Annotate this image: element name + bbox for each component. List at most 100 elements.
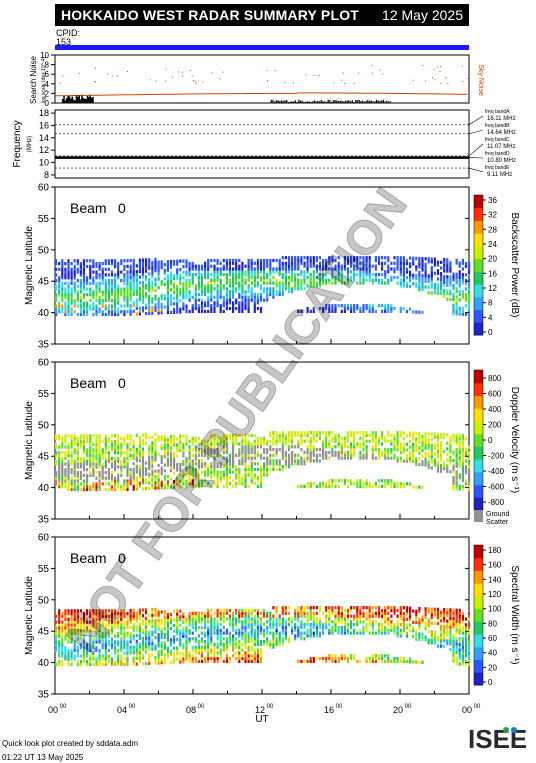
heatmap-cell (154, 607, 157, 611)
noise-point (305, 74, 307, 76)
heatmap-cell (222, 267, 225, 271)
heatmap-cell (381, 617, 384, 621)
heatmap-cell (126, 434, 129, 438)
heatmap-cell (179, 279, 182, 283)
heatmap-cell (210, 620, 213, 624)
heatmap-cell (272, 623, 275, 627)
heatmap-cell (151, 610, 154, 614)
heatmap-cell (259, 453, 263, 457)
heatmap-cell (278, 439, 281, 443)
heatmap-cell (185, 273, 188, 277)
heatmap-cell (455, 436, 458, 440)
heatmap-cell (266, 442, 269, 446)
heatmap-cell (197, 625, 200, 630)
heatmap-cell (61, 631, 64, 635)
heatmap-cell (244, 453, 247, 457)
heatmap-cell (73, 284, 76, 288)
heatmap-cell (135, 467, 138, 471)
heatmap-cell (89, 473, 92, 477)
heatmap-cell (132, 651, 135, 655)
heatmap-cell (89, 437, 92, 441)
heatmap-cell (154, 269, 157, 273)
heatmap-cell (377, 453, 381, 457)
heatmap-cell (424, 262, 427, 266)
heatmap-cell (455, 312, 458, 316)
heatmap-cell (129, 448, 132, 452)
heatmap-cell (350, 606, 353, 610)
heatmap-cell (225, 450, 228, 455)
heatmap-cell (173, 623, 176, 628)
heatmap-cell (446, 292, 449, 296)
heatmap-cell (464, 292, 468, 297)
noise-point (95, 81, 97, 83)
heatmap-cell (346, 614, 350, 618)
heatmap-cell (278, 642, 281, 646)
lat-tick-label: 35 (38, 515, 50, 526)
heatmap-cell (362, 256, 365, 260)
heatmap-cell (64, 445, 67, 449)
heatmap-cell (104, 437, 107, 441)
heatmap-cell (179, 637, 182, 641)
heatmap-cell (154, 288, 157, 293)
heatmap-cell (374, 614, 377, 618)
heatmap-cell (340, 453, 343, 457)
heatmap-cell (132, 645, 135, 649)
heatmap-cell (210, 651, 213, 655)
heatmap-cell (70, 456, 73, 460)
heatmap-cell (238, 611, 241, 615)
heatmap-cell (194, 290, 197, 294)
heatmap-cell (89, 487, 92, 492)
noise-point (219, 78, 221, 80)
heatmap-cell (222, 465, 225, 469)
heatmap-cell (188, 284, 191, 288)
heatmap-cell (98, 267, 101, 271)
heatmap-cell (188, 614, 191, 618)
heatmap-cell (343, 608, 346, 613)
heatmap-cell (160, 458, 163, 462)
heatmap-cell (235, 465, 238, 469)
heatmap-cell (346, 453, 350, 457)
heatmap-cell (200, 287, 204, 291)
heatmap-cell (70, 487, 73, 492)
search-noise-bar (305, 101, 307, 103)
heatmap-cell (468, 301, 471, 305)
heatmap-cell (259, 654, 263, 658)
heatmap-cell (200, 442, 204, 446)
heatmap-cell (424, 432, 427, 436)
heatmap-cell (166, 308, 169, 312)
heatmap-cell (64, 301, 67, 305)
heatmap-cell (169, 621, 173, 625)
heatmap-cell (70, 485, 73, 489)
heatmap-cell (200, 284, 204, 288)
heatmap-cell (253, 445, 256, 449)
heatmap-cell (157, 477, 160, 482)
heatmap-cell (55, 479, 58, 483)
heatmap-cell (244, 640, 247, 644)
heatmap-cell (160, 486, 163, 490)
heatmap-cell (64, 485, 67, 489)
heatmap-cell (309, 258, 312, 263)
heatmap-cell (117, 643, 120, 647)
heatmap-cell (343, 623, 346, 627)
heatmap-cell (464, 264, 468, 268)
heatmap-cell (412, 448, 415, 452)
heatmap-cell (421, 463, 424, 467)
heatmap-cell (222, 273, 225, 277)
heatmap-cell (365, 267, 368, 271)
heatmap-cell (331, 484, 334, 488)
heatmap-cell (241, 628, 244, 632)
heatmap-cell (371, 304, 374, 308)
heatmap-cell (141, 662, 145, 666)
heatmap-cell (256, 442, 259, 446)
heatmap-cell (92, 612, 95, 616)
heatmap-cell (430, 260, 433, 264)
heatmap-cell (207, 608, 210, 613)
heatmap-cell (259, 484, 263, 488)
heatmap-cell (67, 312, 70, 317)
colorbar-tick-label: 28 (488, 225, 497, 234)
heatmap-cell (197, 306, 200, 311)
heatmap-cell (216, 608, 219, 613)
heatmap-cell (123, 293, 126, 297)
heatmap-cell (241, 648, 244, 652)
heatmap-cell (368, 309, 371, 313)
